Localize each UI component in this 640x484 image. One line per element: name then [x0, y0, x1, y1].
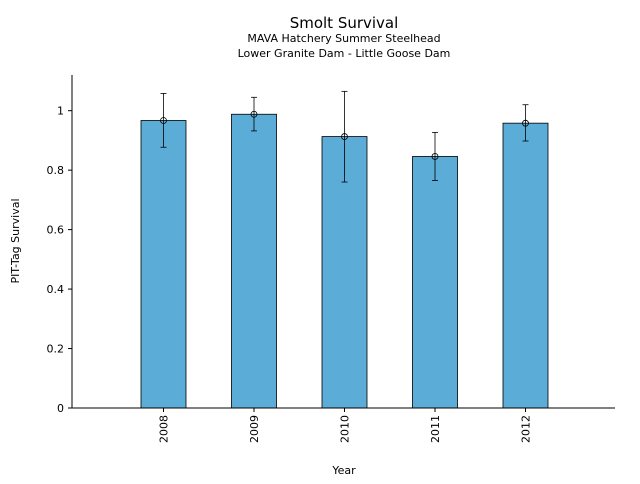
y-tick-label: 0.4: [47, 283, 65, 296]
point-marker: [250, 110, 258, 118]
chart-subtitle-line-1: MAVA Hatchery Summer Steelhead: [247, 32, 440, 45]
x-tick-label: 2009: [248, 415, 261, 443]
y-tick-label: 0.8: [47, 164, 65, 177]
point-marker: [160, 117, 167, 124]
bar: [502, 122, 549, 409]
point-marker: [522, 119, 529, 127]
point-marker: [341, 133, 348, 140]
point-marker: [431, 153, 439, 160]
x-tick-label: 2011: [429, 415, 442, 443]
bar: [231, 113, 277, 409]
bar: [412, 156, 458, 409]
x-tick-label: 2010: [339, 415, 352, 443]
y-tick-label: 1: [57, 105, 64, 118]
plot-area: 0 0.2 0.4 0.6 0.8 1 2008 2009 2010 2011 2012: [47, 90, 549, 443]
y-tick-label: 0.6: [47, 224, 65, 237]
x-axis-label: Year: [331, 464, 356, 477]
bar: [140, 120, 187, 409]
x-tick-label: 2008: [158, 415, 171, 443]
chart-title: Smolt Survival: [290, 14, 399, 32]
y-axis-label: PIT-Tag Survival: [9, 198, 22, 283]
y-tick-label: 0: [57, 402, 64, 415]
x-tick-label: 2012: [520, 415, 533, 443]
chart-subtitle-line-2: Lower Granite Dam - Little Goose Dam: [238, 47, 451, 60]
y-tick-label: 0.2: [47, 343, 65, 356]
